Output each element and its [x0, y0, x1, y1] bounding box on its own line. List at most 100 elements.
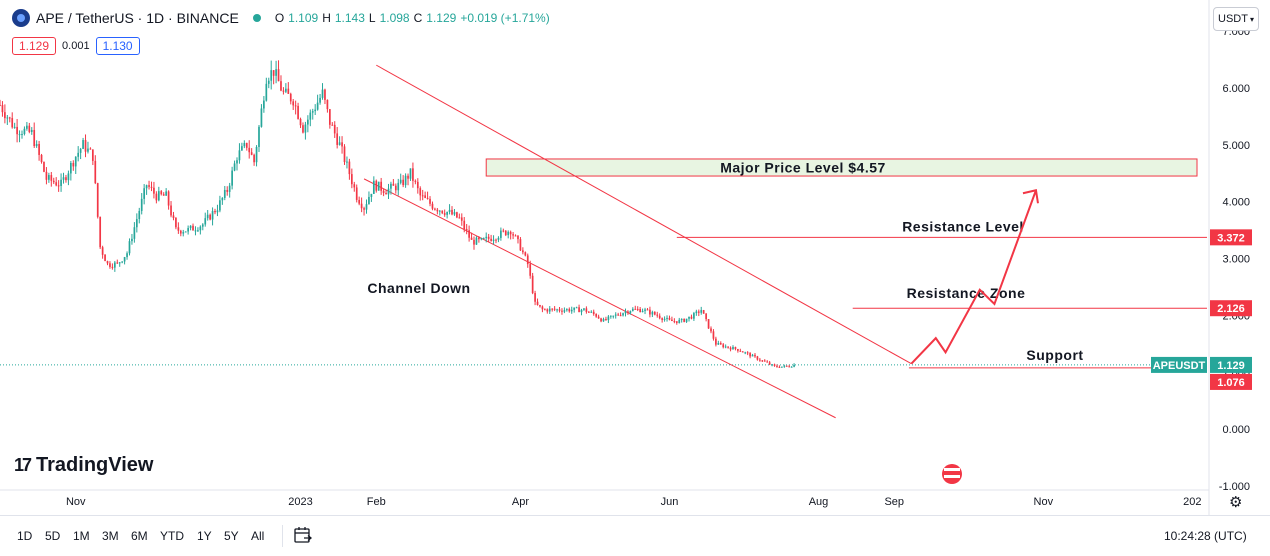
- candle-body[interactable]: [619, 315, 622, 317]
- candle-body[interactable]: [558, 309, 561, 311]
- candle-body[interactable]: [57, 185, 60, 187]
- candle-body[interactable]: [597, 316, 600, 319]
- candle-body[interactable]: [722, 344, 725, 348]
- candle-body[interactable]: [380, 181, 383, 191]
- candle-body[interactable]: [260, 108, 263, 127]
- currency-button[interactable]: USDT ▾: [1213, 7, 1259, 31]
- candle-body[interactable]: [72, 162, 75, 167]
- candle-body[interactable]: [443, 213, 446, 215]
- candle-body[interactable]: [368, 196, 370, 205]
- candle-body[interactable]: [33, 129, 36, 147]
- candle-body[interactable]: [697, 311, 700, 313]
- candle-body[interactable]: [724, 346, 727, 348]
- candle-body[interactable]: [21, 134, 23, 136]
- candle-body[interactable]: [678, 319, 681, 323]
- candle-body[interactable]: [182, 232, 185, 234]
- candle-body[interactable]: [50, 175, 53, 181]
- candle-body[interactable]: [128, 241, 131, 254]
- candle-body[interactable]: [465, 229, 468, 231]
- candle-body[interactable]: [194, 230, 197, 232]
- candle-body[interactable]: [519, 239, 522, 251]
- candle-body[interactable]: [732, 346, 734, 350]
- candle-body[interactable]: [661, 318, 663, 320]
- candle-body[interactable]: [424, 195, 426, 198]
- candle-body[interactable]: [587, 311, 590, 313]
- candle-body[interactable]: [766, 361, 769, 363]
- candle-body[interactable]: [781, 366, 783, 368]
- candle-body[interactable]: [460, 217, 463, 221]
- candle-body[interactable]: [60, 179, 62, 186]
- candle-body[interactable]: [255, 147, 258, 163]
- candle-body[interactable]: [206, 214, 209, 219]
- candle-body[interactable]: [297, 105, 299, 119]
- candle-body[interactable]: [170, 205, 172, 216]
- candle-body[interactable]: [162, 194, 165, 196]
- candle-body[interactable]: [140, 198, 143, 211]
- candle-body[interactable]: [372, 180, 375, 194]
- candle-body[interactable]: [316, 102, 319, 110]
- candle-body[interactable]: [311, 111, 314, 113]
- candle-body[interactable]: [705, 313, 707, 320]
- candle-body[interactable]: [52, 180, 55, 183]
- candle-body[interactable]: [749, 353, 751, 357]
- candle-body[interactable]: [382, 190, 385, 193]
- candle-body[interactable]: [531, 275, 534, 294]
- candle-body[interactable]: [429, 198, 431, 204]
- candle-body[interactable]: [280, 81, 282, 91]
- candle-body[interactable]: [0, 104, 1, 106]
- candle-body[interactable]: [517, 235, 519, 240]
- timeframe-ytd[interactable]: YTD: [160, 529, 184, 543]
- candle-body[interactable]: [671, 319, 673, 322]
- candle-body[interactable]: [710, 328, 712, 332]
- candle-body[interactable]: [658, 315, 661, 319]
- candle-body[interactable]: [507, 231, 510, 236]
- timeframe-1m[interactable]: 1M: [73, 529, 90, 543]
- candle-body[interactable]: [416, 181, 419, 189]
- candle-body[interactable]: [739, 350, 742, 352]
- candle-body[interactable]: [607, 316, 610, 321]
- candle-body[interactable]: [201, 224, 204, 227]
- buy-price-button[interactable]: 1.130: [95, 37, 140, 55]
- timeframe-3m[interactable]: 3M: [102, 529, 119, 543]
- candle-body[interactable]: [355, 187, 358, 200]
- candle-body[interactable]: [148, 185, 150, 187]
- candle-body[interactable]: [487, 236, 490, 239]
- candle-body[interactable]: [536, 301, 539, 305]
- candle-body[interactable]: [636, 308, 639, 310]
- candle-body[interactable]: [177, 227, 180, 231]
- candle-body[interactable]: [89, 148, 92, 150]
- candle-body[interactable]: [776, 365, 778, 367]
- candle-body[interactable]: [353, 184, 356, 188]
- candle-body[interactable]: [77, 152, 80, 157]
- candle-body[interactable]: [446, 211, 448, 215]
- candle-body[interactable]: [138, 210, 141, 220]
- candle-body[interactable]: [84, 140, 87, 152]
- timeframe-1y[interactable]: 1Y: [197, 529, 212, 543]
- candle-body[interactable]: [602, 318, 605, 322]
- candle-body[interactable]: [326, 99, 329, 110]
- candle-body[interactable]: [541, 306, 544, 310]
- candle-body[interactable]: [412, 168, 414, 181]
- candle-body[interactable]: [121, 261, 124, 263]
- candle-body[interactable]: [175, 217, 177, 228]
- candle-body[interactable]: [40, 154, 43, 163]
- candle-body[interactable]: [333, 124, 336, 134]
- candle-body[interactable]: [91, 149, 94, 161]
- candle-body[interactable]: [627, 311, 629, 314]
- candle-body[interactable]: [233, 163, 236, 171]
- candle-body[interactable]: [370, 193, 373, 197]
- candle-body[interactable]: [563, 310, 566, 312]
- candle-body[interactable]: [441, 210, 444, 214]
- candle-body[interactable]: [153, 187, 155, 194]
- candle-body[interactable]: [250, 152, 253, 155]
- candle-body[interactable]: [221, 197, 224, 201]
- candle-body[interactable]: [328, 109, 331, 125]
- candle-body[interactable]: [448, 209, 451, 212]
- candle-body[interactable]: [265, 83, 268, 101]
- candle-body[interactable]: [639, 309, 642, 313]
- candle-body[interactable]: [309, 112, 312, 120]
- candle-body[interactable]: [216, 210, 219, 213]
- candle-body[interactable]: [157, 191, 160, 201]
- candle-body[interactable]: [99, 216, 102, 248]
- candle-body[interactable]: [690, 316, 693, 319]
